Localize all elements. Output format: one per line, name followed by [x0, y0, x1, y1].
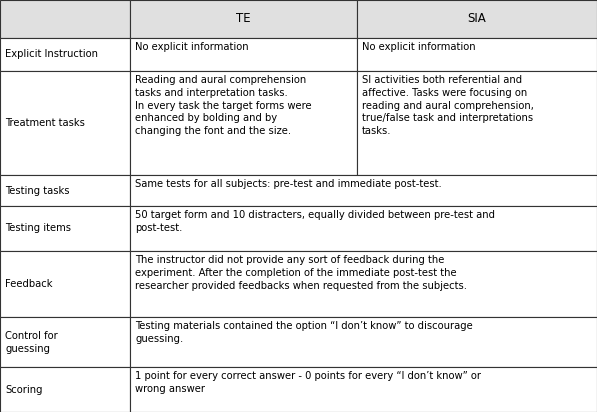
Text: Treatment tasks: Treatment tasks [5, 118, 85, 128]
Bar [357, 71, 597, 175]
Bar [130, 317, 597, 367]
Text: Feedback: Feedback [5, 279, 53, 289]
Text: Same tests for all subjects: pre-test and immediate post-test.: Same tests for all subjects: pre-test an… [135, 179, 442, 189]
Bar [130, 38, 357, 71]
Text: 1 point for every correct answer - 0 points for every “I don’t know” or
wrong an: 1 point for every correct answer - 0 poi… [135, 371, 481, 394]
Text: No explicit information: No explicit information [362, 42, 476, 52]
Bar [0, 206, 130, 251]
Text: Testing tasks: Testing tasks [5, 186, 69, 196]
Text: Scoring: Scoring [5, 384, 42, 395]
Bar [130, 71, 357, 175]
Text: No explicit information: No explicit information [135, 42, 248, 52]
Bar [130, 175, 597, 206]
Bar [0, 251, 130, 317]
Bar [130, 367, 597, 412]
Text: The instructor did not provide any sort of feedback during the
experiment. After: The instructor did not provide any sort … [135, 255, 467, 290]
Text: Reading and aural comprehension
tasks and interpretation tasks.
In every task th: Reading and aural comprehension tasks an… [135, 75, 312, 136]
Bar [0, 0, 130, 38]
Bar [130, 251, 597, 317]
Text: SI activities both referential and
affective. Tasks were focusing on
reading and: SI activities both referential and affec… [362, 75, 534, 136]
Bar [0, 317, 130, 367]
Text: Testing items: Testing items [5, 223, 71, 234]
Text: Control for
guessing: Control for guessing [5, 331, 58, 353]
Bar [357, 38, 597, 71]
Bar [0, 71, 130, 175]
Bar [357, 0, 597, 38]
Text: 50 target form and 10 distracters, equally divided between pre-test and
post-tes: 50 target form and 10 distracters, equal… [135, 210, 495, 233]
Text: Explicit Instruction: Explicit Instruction [5, 49, 98, 59]
Text: TE: TE [236, 12, 251, 26]
Bar [0, 38, 130, 71]
Bar [130, 206, 597, 251]
Bar [130, 0, 357, 38]
Text: SIA: SIA [467, 12, 487, 26]
Text: Testing materials contained the option “I don’t know” to discourage
guessing.: Testing materials contained the option “… [135, 321, 473, 344]
Bar [0, 175, 130, 206]
Bar [0, 367, 130, 412]
